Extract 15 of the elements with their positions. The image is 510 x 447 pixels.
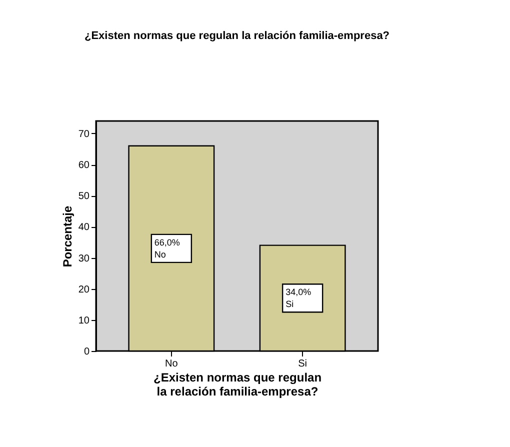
y-tick-label: 30 [78, 253, 90, 264]
category-label: Si [286, 299, 294, 310]
y-tick-label: 10 [78, 315, 90, 326]
y-axis-title: Porcentaje [60, 205, 74, 268]
y-tick-label: 20 [78, 284, 90, 296]
y-tick-label: 50 [78, 191, 90, 202]
y-tick-label: 70 [78, 128, 90, 140]
chart-title: ¿Existen normas que regulan la relación familia-empresa? [84, 30, 390, 42]
y-tick-label: 60 [78, 160, 90, 172]
category-label: No [154, 249, 166, 260]
data-label: 34,0% [286, 287, 312, 298]
x-axis-title: ¿Existen normas que regulan la relación familia-empresa? [153, 370, 322, 398]
data-label: 66,0% [154, 237, 180, 248]
y-tick-label: 40 [78, 222, 90, 234]
y-tick-label: 0 [84, 346, 90, 358]
